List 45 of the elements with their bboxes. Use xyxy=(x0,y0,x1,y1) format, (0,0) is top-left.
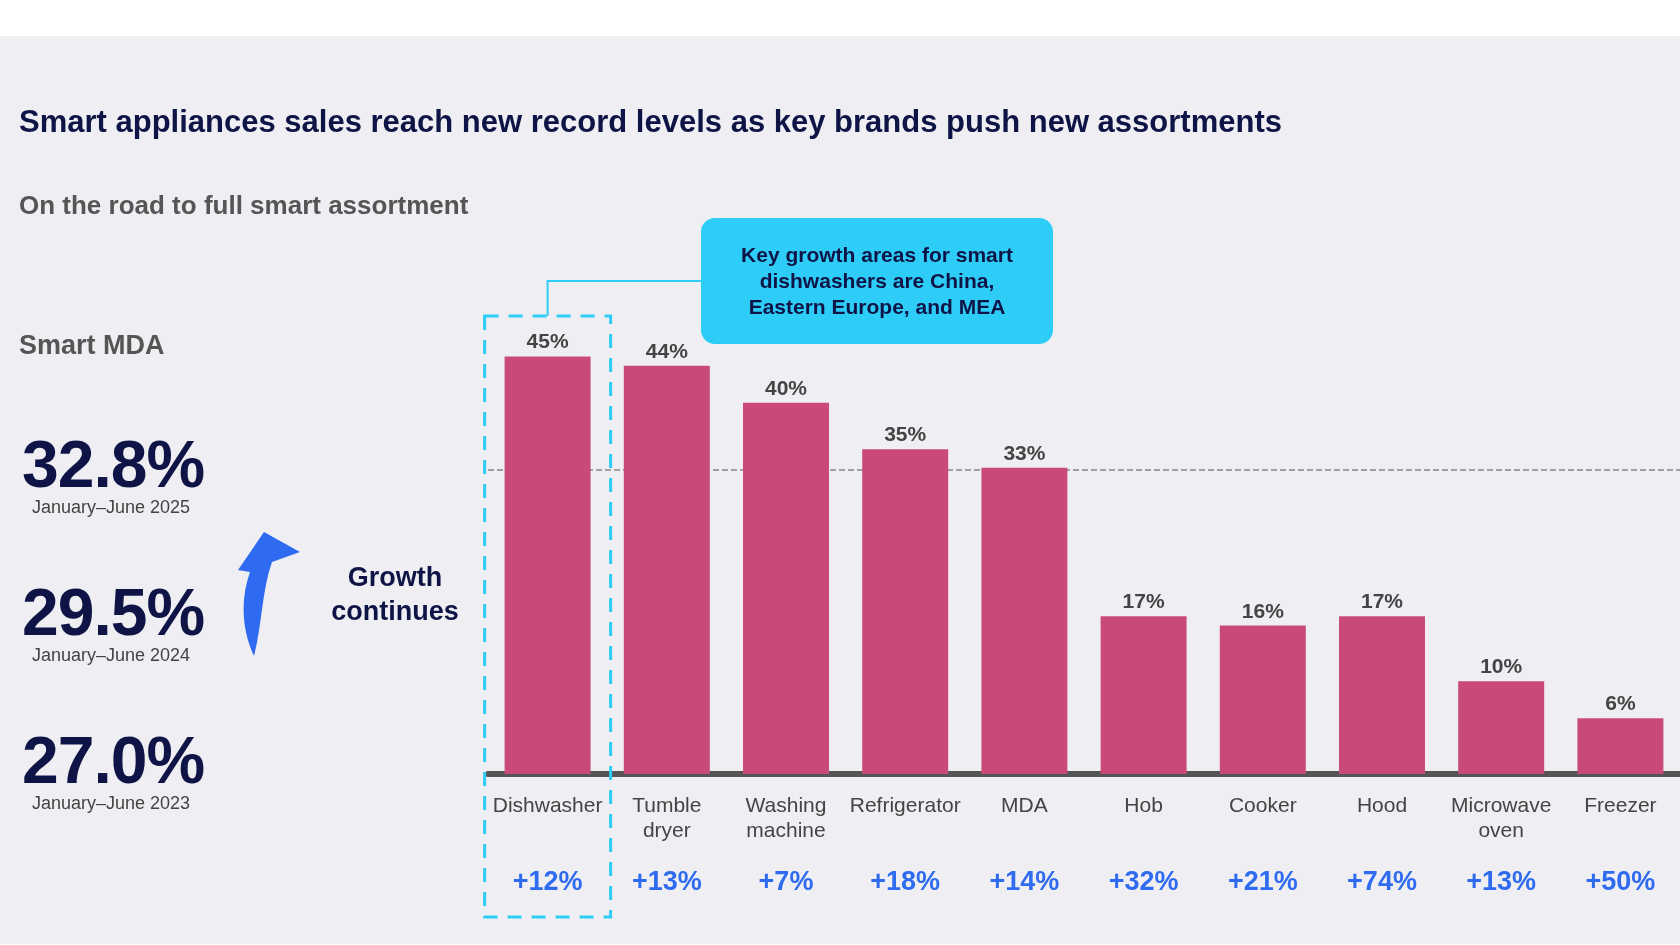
data-label: 45% xyxy=(526,329,569,353)
bar xyxy=(1339,616,1425,774)
data-label: 44% xyxy=(645,338,689,362)
x-tick-label: Dishwasher xyxy=(492,793,603,816)
data-label: 17% xyxy=(1360,589,1404,613)
x-tick-label: Refrigerator xyxy=(849,793,961,816)
chart-title: Smart appliances sales reach new record levels as key brands push new assortments xyxy=(19,104,1282,140)
text: +7% xyxy=(757,866,815,897)
x-tick-label: Tumble dryer xyxy=(632,793,702,841)
text: +14% xyxy=(988,866,1061,897)
x-tick-label: Freezer xyxy=(1584,793,1657,816)
x-tick-label: Washing machine xyxy=(745,793,827,841)
bar xyxy=(504,356,591,774)
text: Smart MDA xyxy=(19,330,165,361)
data-label: 33% xyxy=(1003,440,1046,464)
text: On the road to full smart assortment xyxy=(19,190,469,221)
bar xyxy=(981,467,1068,774)
bar xyxy=(1577,718,1664,774)
data-label: 6% xyxy=(1605,691,1636,715)
bar xyxy=(743,402,829,774)
bar xyxy=(862,449,949,774)
data-label: 40% xyxy=(764,375,808,399)
data-label: 16% xyxy=(1241,598,1285,622)
x-tick-label: Microwave oven xyxy=(1451,793,1552,841)
bar xyxy=(1100,616,1187,774)
x-tick-label: Hob xyxy=(1124,793,1163,816)
bar xyxy=(1458,681,1545,774)
x-tick-label: Cooker xyxy=(1228,793,1297,816)
x-tick-label: MDA xyxy=(1001,793,1048,816)
data-label: 35% xyxy=(884,422,927,446)
text: +50% xyxy=(1584,866,1657,897)
text: +18% xyxy=(869,866,942,897)
text: Growth continues xyxy=(330,561,460,628)
text: +13% xyxy=(1465,866,1538,897)
text: +32% xyxy=(1107,866,1180,897)
bar xyxy=(1219,625,1306,774)
text: +13% xyxy=(630,866,703,897)
text: Key growth areas for smart dishwashers are China, Eastern Europe, and MEA xyxy=(701,218,1053,344)
data-label: 10% xyxy=(1480,654,1523,678)
data-label: 17% xyxy=(1122,589,1165,613)
text: +12% xyxy=(511,866,584,897)
bar xyxy=(623,365,710,774)
x-tick-label: Hood xyxy=(1356,793,1408,816)
text: +21% xyxy=(1226,866,1299,897)
text: +74% xyxy=(1346,866,1418,897)
